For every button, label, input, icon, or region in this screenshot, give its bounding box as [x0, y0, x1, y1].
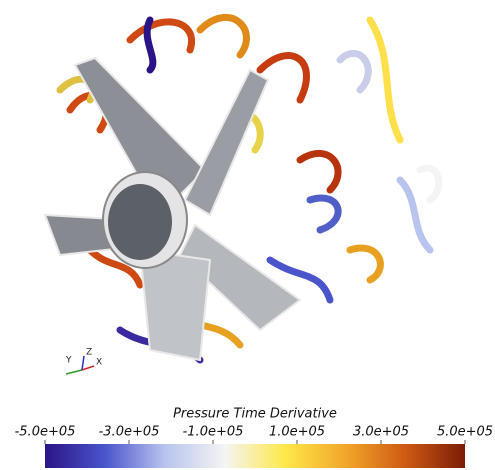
colorbar-title: Pressure Time Derivative [173, 407, 337, 422]
colorbar-tick-label: -5.0e+05 [15, 425, 76, 440]
colorbar-tick-label: 1.0e+05 [269, 425, 325, 440]
page: Y Z X Pressure Time Derivative -5.0e+05 -… [0, 0, 495, 470]
colorbar [45, 444, 465, 468]
axis-x-label: X [96, 358, 102, 368]
colorbar-tick-label: -1.0e+05 [183, 425, 244, 440]
flow-scene: Y Z X [45, 17, 439, 374]
colorbar-tick-label: 5.0e+05 [437, 425, 493, 440]
colorbar-tick-label: -3.0e+05 [99, 425, 160, 440]
colorbar-tick-label: 3.0e+05 [353, 425, 409, 440]
axis-y-label: Y [65, 356, 72, 366]
axis-z-label: Z [86, 348, 92, 358]
